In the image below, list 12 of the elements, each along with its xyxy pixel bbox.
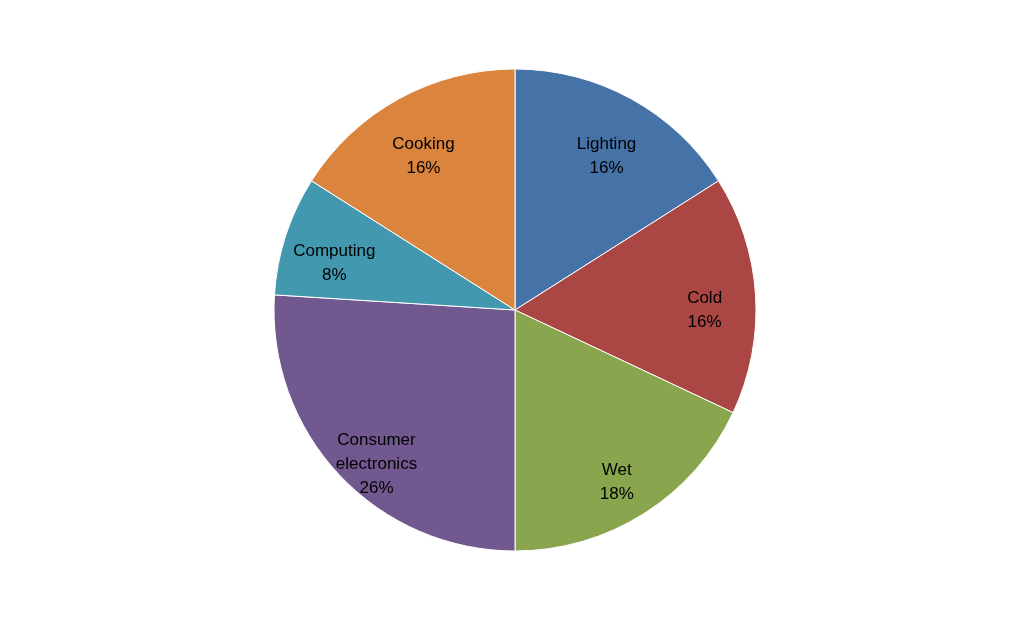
data-label: 8% [322, 265, 347, 285]
slice-label: Wet [601, 460, 633, 480]
data-label: 16% [406, 157, 441, 177]
slice-label: Cooking [392, 133, 455, 153]
data-label: 26% [359, 478, 394, 498]
data-label: 16% [589, 157, 624, 177]
slice-label: Consumer electronics [335, 430, 418, 474]
data-label: 16% [687, 312, 722, 332]
data-label: 18% [599, 484, 634, 504]
slice-label: Computing [293, 241, 376, 261]
slice-label: Cold [687, 288, 723, 308]
slice-label: Lighting [576, 133, 637, 153]
